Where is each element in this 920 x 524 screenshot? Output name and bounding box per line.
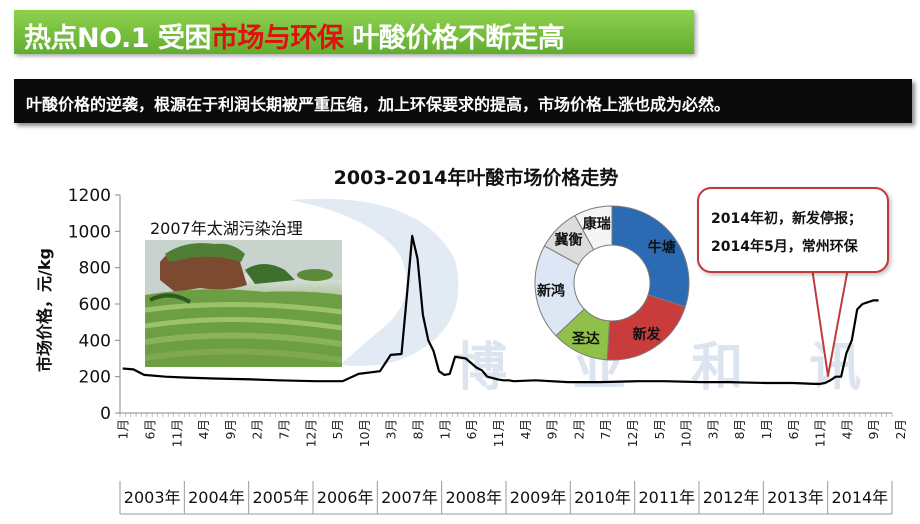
x-year-label: 2011年 [638,488,695,507]
x-month-tick-label: 11月 [813,419,828,447]
taihu-pollution-photo [145,240,342,367]
y-tick-label: 1200 [68,186,111,206]
watermark-text: 博 亚 和 讯 [455,338,885,398]
taihu-photo-image [145,240,342,367]
callout-line-2: 2014年5月，常州环保 [711,239,858,255]
x-month-tick-label: 10月 [679,419,694,447]
pie-slice [611,205,690,308]
y-tick-label: 0 [100,404,111,424]
x-month-tick-label: 11月 [169,419,184,447]
y-tick-label: 800 [79,259,111,279]
y-tick-label: 1000 [68,222,111,242]
x-month-tick-label: 6月 [786,419,801,439]
title-prefix: 热点NO.1 受困 [24,23,211,54]
callout-line-1: 2014年初，新发停报； [711,211,862,227]
x-month-tick-label: 5月 [652,419,667,439]
x-month-tick-label: 6月 [464,419,479,439]
x-month-tick-label: 9月 [866,419,881,439]
x-month-tick-label: 9月 [223,419,238,439]
page-title: 热点NO.1 受困市场与环保 叶酸价格不断走高 [24,16,565,55]
price-series-line [122,234,879,385]
pie-slice-label: 康瑞 [583,215,611,232]
chart-title: 2003-2014年叶酸市场价格走势 [334,166,619,189]
pie-slice-label: 圣达 [571,331,600,348]
callout-box: 2014年初，新发停报； 2014年5月，常州环保 [697,187,889,273]
x-year-label: 2009年 [510,488,567,507]
x-month-tick-label: 7月 [277,419,292,439]
x-year-label: 2012年 [703,488,760,507]
subtitle-bar: 叶酸价格的逆袭，根源在于利润长期被严重压缩，加上环保要求的提高，市场价格上涨也成… [14,79,912,123]
pie-slice-label: 新鸿 [537,283,565,300]
x-month-tick-label: 6月 [142,419,157,439]
x-month-tick-label: 12月 [303,419,318,447]
x-month-tick-label: 11月 [491,419,506,447]
x-month-tick-label: 8月 [732,419,747,439]
x-year-label: 2004年 [188,488,245,507]
x-year-label: 2005年 [252,488,309,507]
x-year-label: 2008年 [445,488,502,507]
x-month-tick-label: 2月 [250,419,265,439]
x-year-label: 2013年 [767,488,824,507]
photo-caption: 2007年太湖污染治理 [150,219,303,238]
pie-slice-label: 新发 [633,326,662,343]
watermark-logo [290,198,459,366]
x-month-tick-label: 3月 [705,419,720,439]
x-year-label: 2010年 [574,488,631,507]
x-month-tick-label: 12月 [625,419,640,447]
x-month-tick-label: 4月 [518,419,533,439]
pie-slice-label: 冀衡 [555,232,583,249]
x-year-label: 2014年 [831,488,888,507]
y-axis-label: 市场价格，元/kg [35,248,54,372]
x-month-tick-label: 9月 [545,419,560,439]
y-tick-label: 400 [79,331,111,351]
x-month-tick-label: 10月 [357,419,372,447]
pie-slice-label: 牛塘 [648,239,676,256]
x-month-tick-label: 8月 [411,419,426,439]
x-month-tick-label: 1月 [437,419,452,439]
x-month-tick-label: 1月 [116,419,131,439]
x-year-label: 2003年 [124,488,181,507]
y-tick-label: 200 [79,368,111,388]
title-bar: 热点NO.1 受困市场与环保 叶酸价格不断走高 [14,10,694,54]
title-suffix: 叶酸价格不断走高 [343,23,565,54]
x-year-label: 2006年 [317,488,374,507]
x-month-tick-label: 1月 [759,419,774,439]
pie-slice [574,205,613,251]
x-month-tick-label: 3月 [384,419,399,439]
x-month-tick-label: 5月 [330,419,345,439]
subtitle-text: 叶酸价格的逆袭，根源在于利润长期被严重压缩，加上环保要求的提高，市场价格上涨也成… [26,95,731,114]
x-month-tick-label: 7月 [598,419,613,439]
x-month-tick-label: 4月 [196,419,211,439]
x-month-tick-label: 2月 [571,419,586,439]
x-month-tick-label: 2月 [893,419,908,439]
x-month-tick-label: 4月 [839,419,854,439]
y-tick-label: 600 [79,295,111,315]
x-year-label: 2007年 [381,488,438,507]
title-highlight: 市场与环保 [210,23,344,54]
